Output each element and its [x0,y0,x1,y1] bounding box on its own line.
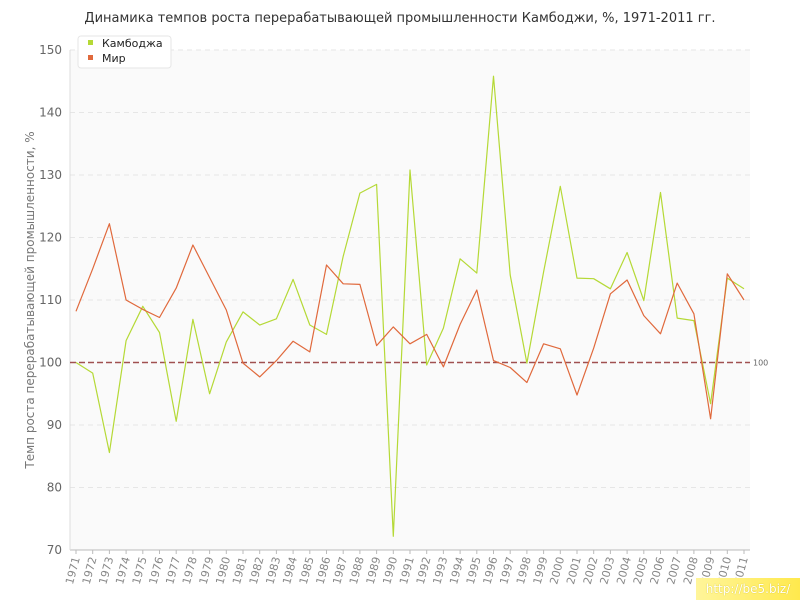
series-lines [75,75,745,537]
legend-swatch-world [88,55,93,60]
x-axis-ticks: 1971197219731974197519761977197819791980… [63,550,751,586]
reference-line: 100 [70,359,768,368]
legend-box [77,35,172,69]
chart-title: Динамика темпов роста перерабатывающей п… [84,11,715,26]
y-tick-label-150: 150 [39,43,62,57]
legend-label-cambodia[interactable]: Камбоджа [102,37,163,50]
y-tick-label-110: 110 [39,293,62,307]
series-line-0 [75,75,745,537]
watermark-link[interactable]: http://be5.biz/ [696,578,800,600]
legend[interactable]: Камбоджа Мир [77,35,172,69]
y-axis-label: Темп роста перерабатывающей промышленнос… [23,131,37,469]
reference-line-label: 100 [753,359,768,368]
y-tick-label-80: 80 [47,481,62,495]
y-tick-label-70: 70 [47,543,62,557]
y-tick-label-130: 130 [39,168,62,182]
y-axis-ticks: 70 80 90 100 110 120 130 140 150 [39,43,62,557]
legend-label-world[interactable]: Мир [102,52,126,65]
y-tick-label-140: 140 [39,106,62,120]
y-tick-label-100: 100 [39,356,62,370]
series-line-1 [75,223,745,420]
y-tick-label-90: 90 [47,418,62,432]
y-tick-label-120: 120 [39,231,62,245]
legend-swatch-cambodia [88,40,93,45]
